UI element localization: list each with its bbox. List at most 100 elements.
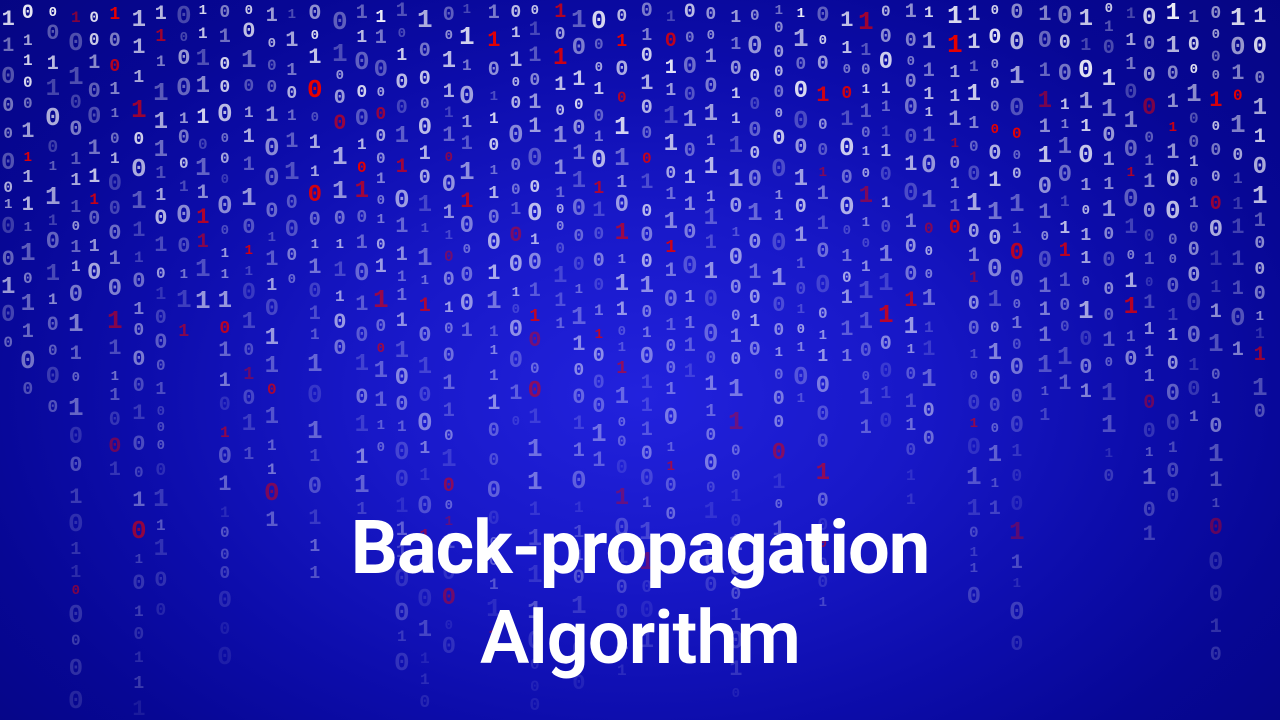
matrix-digit: 1 — [775, 189, 783, 203]
matrix-digit: 0 — [1, 66, 15, 90]
matrix-digit: 1 — [154, 538, 168, 562]
matrix-digit: 1 — [879, 244, 893, 268]
matrix-digit: 1 — [176, 287, 192, 313]
matrix-digit: 1 — [730, 9, 741, 27]
matrix-digit: 1 — [1079, 8, 1093, 32]
matrix-digit: 0 — [969, 139, 979, 155]
matrix-digit: 1 — [68, 395, 84, 421]
matrix-digit: 0 — [905, 73, 917, 93]
matrix-digit: 1 — [705, 234, 717, 254]
matrix-digit: 0 — [704, 453, 718, 477]
matrix-digit: 1 — [594, 129, 604, 145]
matrix-digit: 1 — [395, 340, 409, 364]
matrix-digit: 0 — [395, 469, 409, 493]
matrix-digit: 1 — [396, 246, 408, 266]
matrix-digit: 0 — [1010, 2, 1023, 24]
matrix-digit: 0 — [220, 547, 230, 563]
matrix-digit: 1 — [1038, 325, 1051, 347]
matrix-digit: 0 — [243, 78, 254, 96]
matrix-digit: 0 — [1230, 305, 1246, 331]
matrix-digit: 1 — [665, 262, 677, 282]
matrix-digit: 0 — [904, 127, 917, 149]
matrix-digit: 1 — [219, 372, 231, 392]
matrix-digit: 1 — [1256, 310, 1264, 324]
matrix-digit: 1 — [221, 268, 229, 282]
matrix-digit: 1 — [683, 109, 697, 133]
matrix-digit: 0 — [921, 152, 937, 178]
matrix-digit: 0 — [923, 430, 935, 450]
matrix-digit: 0 — [555, 26, 566, 44]
matrix-digit: 0 — [109, 200, 121, 220]
matrix-digit: 0 — [133, 131, 144, 149]
matrix-digit: 0 — [509, 350, 523, 374]
matrix-digit: 0 — [23, 75, 33, 91]
matrix-digit: 1 — [89, 238, 100, 256]
matrix-digit: 1 — [841, 248, 852, 266]
matrix-digit: 0 — [1189, 220, 1199, 236]
matrix-digit: 1 — [571, 7, 587, 33]
matrix-digit: 1 — [20, 240, 36, 266]
matrix-digit: 1 — [704, 207, 718, 231]
matrix-digit: 1 — [461, 322, 473, 342]
matrix-digit: 1 — [841, 348, 852, 366]
matrix-digit: 1 — [47, 55, 59, 75]
matrix-digit: 0 — [157, 439, 165, 453]
matrix-digit: 1 — [684, 196, 696, 216]
matrix-digit: 1 — [1209, 249, 1222, 271]
matrix-digit: 0 — [1143, 201, 1156, 223]
matrix-digit: 1 — [665, 317, 676, 335]
matrix-digit: 1 — [489, 368, 499, 384]
matrix-digit: 0 — [879, 361, 892, 383]
matrix-digit: 0 — [749, 341, 761, 361]
matrix-digit: 1 — [729, 135, 743, 159]
matrix-digit: 0 — [774, 367, 784, 383]
matrix-digit: 1 — [797, 303, 805, 317]
matrix-digit: 1 — [988, 289, 1002, 313]
matrix-digit: 0 — [69, 119, 82, 141]
matrix-digit: 1 — [704, 103, 718, 127]
matrix-digit: 1 — [817, 185, 829, 205]
matrix-digit: 1 — [878, 270, 894, 296]
matrix-digit: 1 — [45, 184, 61, 210]
matrix-digit: 0 — [1012, 337, 1022, 353]
matrix-digit: 0 — [1103, 307, 1114, 325]
matrix-digit: 1 — [1254, 128, 1266, 148]
matrix-digit: 1 — [195, 155, 211, 181]
matrix-digit: 0 — [793, 108, 809, 134]
matrix-digit: 1 — [110, 151, 120, 167]
matrix-digit: 1 — [133, 675, 144, 693]
matrix-digit: 0 — [1210, 646, 1222, 666]
matrix-digit: 1 — [1078, 298, 1094, 324]
matrix-digit: 1 — [1037, 352, 1053, 378]
matrix-digit: 0 — [685, 30, 695, 46]
matrix-digit: 0 — [132, 434, 145, 456]
matrix-digit: 1 — [310, 327, 320, 343]
matrix-digit: 0 — [509, 254, 523, 278]
matrix-digit: 0 — [154, 570, 167, 592]
matrix-digit: 0 — [1124, 139, 1138, 163]
matrix-digit: 1 — [1169, 121, 1177, 135]
matrix-digit: 0 — [68, 688, 84, 714]
matrix-digit: 0 — [967, 586, 981, 610]
matrix-digit: 1 — [924, 5, 934, 21]
matrix-digit: 0 — [528, 252, 542, 276]
matrix-digit: 1 — [153, 486, 169, 512]
matrix-digit: 1 — [922, 288, 936, 312]
matrix-digit: 0 — [377, 342, 385, 356]
matrix-digit: 1 — [195, 256, 211, 282]
matrix-digit: 0 — [1187, 265, 1200, 287]
matrix-digit: 0 — [969, 525, 979, 541]
matrix-digit: 0 — [905, 442, 916, 460]
matrix-digit: 1 — [511, 25, 521, 41]
matrix-digit: 1 — [1144, 321, 1155, 339]
matrix-digit: 0 — [23, 271, 33, 287]
matrix-digit: 1 — [747, 200, 763, 226]
matrix-digit: 0 — [860, 342, 872, 362]
matrix-digit: 1 — [1057, 344, 1073, 370]
matrix-digit: 0 — [1210, 142, 1221, 160]
matrix-digit: 0 — [268, 37, 276, 51]
matrix-digit: 1 — [1079, 91, 1093, 115]
matrix-digit: 1 — [878, 302, 894, 328]
matrix-digit: 0 — [510, 4, 521, 22]
matrix-digit: 1 — [950, 176, 960, 192]
